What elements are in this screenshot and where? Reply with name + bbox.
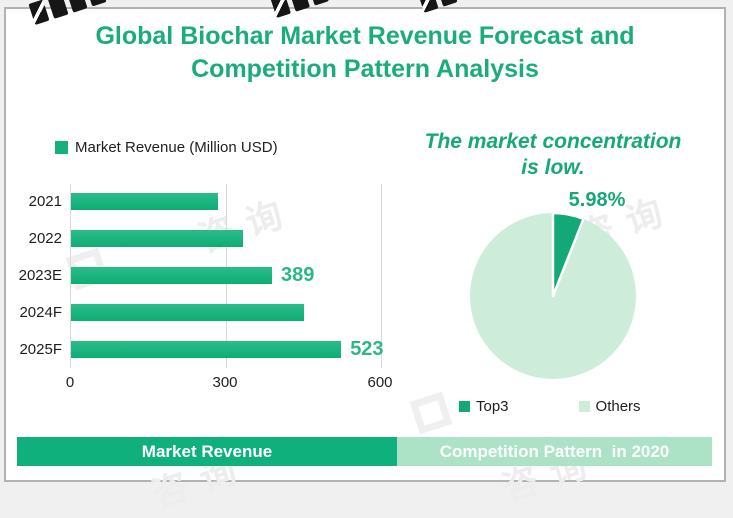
pie-chart bbox=[470, 211, 636, 379]
page-title: Global Biochar Market Revenue Forecast a… bbox=[4, 20, 726, 86]
legend-label: Market Revenue (Million USD) bbox=[75, 139, 278, 156]
bar-2025f bbox=[71, 341, 342, 358]
gridline bbox=[381, 184, 382, 368]
bar-chart-x-axis: 0 300 600 bbox=[66, 374, 393, 394]
pie-legend-item-others: Others bbox=[578, 398, 641, 415]
legend-swatch-icon bbox=[55, 141, 68, 154]
pie-headline-line2: is low. bbox=[521, 156, 585, 179]
x-tick-label: 300 bbox=[212, 374, 238, 391]
page-title-line2: Competition Pattern Analysis bbox=[191, 55, 539, 83]
footer-tab-market-revenue: Market Revenue bbox=[17, 437, 397, 466]
bar-value-label: 389 bbox=[281, 264, 315, 286]
x-tick-label: 0 bbox=[65, 374, 75, 391]
watermark-logo-block bbox=[85, 0, 107, 7]
x-tick-label: 600 bbox=[367, 374, 393, 391]
pie-legend-item-top3: Top3 bbox=[459, 398, 509, 415]
footer-tab-competition-pattern: Competition Pattern in 2020 bbox=[397, 437, 712, 466]
pie-legend-label: Top3 bbox=[476, 398, 509, 415]
watermark-logo-block bbox=[307, 0, 330, 6]
pie-headline-line1: The market concentration bbox=[424, 130, 682, 153]
legend-swatch-icon bbox=[459, 401, 470, 412]
watermark-logo-block bbox=[436, 0, 458, 7]
bar-value-label: 523 bbox=[350, 338, 384, 360]
pie-legend: Top3 Others bbox=[459, 398, 641, 415]
category-label-2024f: 2024F bbox=[19, 304, 62, 321]
bar-2022 bbox=[71, 230, 243, 247]
category-label-2021: 2021 bbox=[28, 193, 62, 210]
bar-2024f bbox=[71, 304, 304, 321]
category-label-2022: 2022 bbox=[28, 230, 62, 247]
bar-2021 bbox=[71, 193, 218, 210]
pie-slice-top3 bbox=[551, 211, 585, 298]
pie-slice-label: 5.98% bbox=[568, 189, 626, 211]
category-label-2023e: 2023E bbox=[18, 267, 62, 284]
bar-2023e bbox=[71, 267, 272, 284]
bar-chart-legend: Market Revenue (Million USD) bbox=[55, 139, 278, 156]
pie-headline: The market concentration is low. bbox=[390, 129, 716, 181]
page-title-line1: Global Biochar Market Revenue Forecast a… bbox=[95, 22, 635, 50]
legend-swatch-icon bbox=[578, 401, 590, 412]
category-label-2025f: 2025F bbox=[19, 341, 62, 358]
bar-chart-categories: 2021 2022 2023E 2024F 2025F bbox=[0, 184, 62, 368]
bar-chart-plot: 389 523 bbox=[70, 184, 384, 368]
pie-legend-label: Others bbox=[595, 398, 641, 415]
